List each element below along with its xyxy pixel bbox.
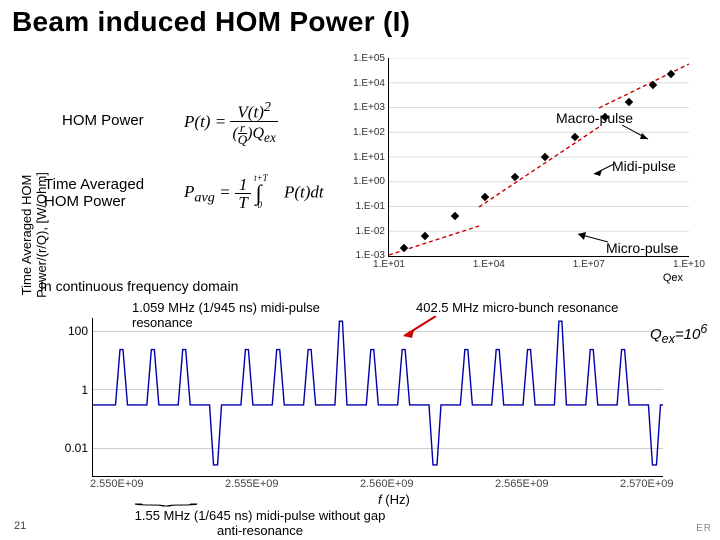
top-xlabel: Qex [663, 272, 683, 284]
annot-macro: Macro-pulse [556, 110, 633, 126]
top-xtick: 1.E+01 [373, 259, 405, 270]
arrow-midi [592, 160, 616, 178]
annot-1059: 1.059 MHz (1/945 ns) midi-pulse resonanc… [132, 300, 362, 330]
top-ytick: 1.E-02 [345, 226, 385, 237]
top-xtick: 1.E+10 [673, 259, 705, 270]
arrow-402-icon [400, 316, 440, 340]
label-time-avg-hom-power: Time Averaged HOM Power [44, 176, 144, 210]
y-axis-label-line1: Time Averaged HOM [19, 175, 34, 296]
bottom-ytick: 100 [58, 324, 88, 338]
annot-micro: Micro-pulse [606, 240, 678, 256]
continuous-header: In continuous frequency domain [40, 278, 238, 294]
bottom-xtick: 2.550E+09 [90, 478, 144, 490]
slide-title: Beam induced HOM Power (I) [12, 6, 410, 38]
annot-midi: Midi-pulse [612, 158, 676, 174]
bottom-ytick: 0.01 [58, 441, 88, 455]
top-ytick: 1.E+03 [345, 102, 385, 113]
bottom-xtick: 2.555E+09 [225, 478, 279, 490]
top-ytick: 1.E-01 [345, 201, 385, 212]
top-xtick: 1.E+04 [473, 259, 505, 270]
bottom-xtick: 2.560E+09 [360, 478, 414, 490]
top-ytick: 1.E+00 [345, 176, 385, 187]
label-hom-power: HOM Power [62, 112, 144, 129]
annot-402: 402.5 MHz micro-bunch resonance [416, 300, 618, 315]
top-ytick: 1.E+01 [345, 152, 385, 163]
y-axis-label-line2: Power/(r/Q), [W/Ohm] [34, 172, 49, 298]
slide-number: 21 [14, 520, 26, 532]
formula-pt: P(t) = V(t)2 (rQ)Qex [184, 100, 354, 146]
bottom-ytick: 1 [58, 383, 88, 397]
top-ytick: 1.E+02 [345, 127, 385, 138]
xlabel-hz: (Hz) [385, 492, 410, 507]
bottom-xlabel: f (Hz) [378, 492, 410, 507]
bottom-chart-svg [93, 318, 663, 476]
arrow-macro [622, 125, 652, 143]
xlabel-f: f [378, 492, 382, 507]
top-ytick: 1.E+04 [345, 78, 385, 89]
qex-label: Qex=106 [650, 322, 707, 346]
arrow-micro [576, 232, 610, 246]
fit-midi [479, 127, 599, 207]
top-chart-svg [389, 58, 689, 256]
bottom-spectrum-chart [92, 318, 663, 477]
fit-micro [599, 64, 689, 108]
bottom-xtick: 2.565E+09 [495, 478, 549, 490]
y-axis-label: Time Averaged HOM Power/(r/Q), [W/Ohm] [20, 155, 50, 315]
top-grid [389, 58, 689, 231]
top-ytick: 1.E+05 [345, 53, 385, 64]
corner-stamp: ER [696, 523, 712, 534]
annot-155: 1.55 MHz (1/645 ns) midi-pulse without g… [130, 508, 390, 538]
bottom-xtick: 2.570E+09 [620, 478, 674, 490]
brace-icon: ⏟ [134, 491, 200, 507]
top-xtick: 1.E+07 [573, 259, 605, 270]
